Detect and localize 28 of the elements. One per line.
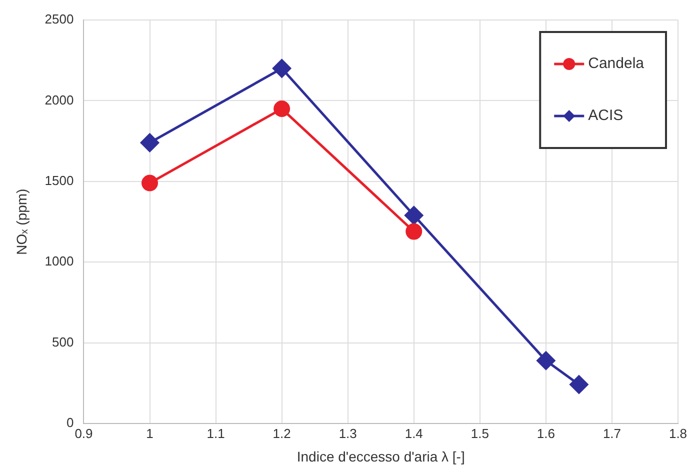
y-tick-label: 500 xyxy=(52,334,74,350)
legend-label: ACIS xyxy=(588,107,624,124)
y-tick-label: 0 xyxy=(66,415,74,430)
x-tick-label: 1.6 xyxy=(536,426,555,441)
x-tick-label: 1.3 xyxy=(338,426,357,441)
y-tick-label: 2500 xyxy=(44,12,74,27)
y-axis-title: NOₓ (ppm) xyxy=(13,188,30,255)
x-tick-label: 1.4 xyxy=(404,426,423,441)
x-tick-label: 1.1 xyxy=(206,426,225,441)
point xyxy=(140,133,159,152)
x-tick-label: 1.5 xyxy=(470,426,489,441)
point xyxy=(404,206,424,225)
point xyxy=(406,223,422,240)
y-tick-label: 1000 xyxy=(44,254,74,269)
x-tick-label: 1 xyxy=(146,426,154,441)
point xyxy=(142,174,158,192)
point xyxy=(274,100,290,118)
point xyxy=(272,59,292,78)
y-tick-label: 2000 xyxy=(44,92,74,108)
point xyxy=(536,351,556,370)
x-tick-label: 1.7 xyxy=(602,426,622,441)
x-axis-title: Indice d'eccesso d'aria λ [-] xyxy=(296,448,465,464)
x-tick-label: 0.9 xyxy=(74,426,93,441)
point xyxy=(570,375,588,394)
x-tick-label: 1.2 xyxy=(272,426,291,441)
x-tick-label: 1.8 xyxy=(668,426,688,441)
y-tick-label: 1500 xyxy=(44,173,74,188)
legend-label: Candela xyxy=(588,55,645,72)
